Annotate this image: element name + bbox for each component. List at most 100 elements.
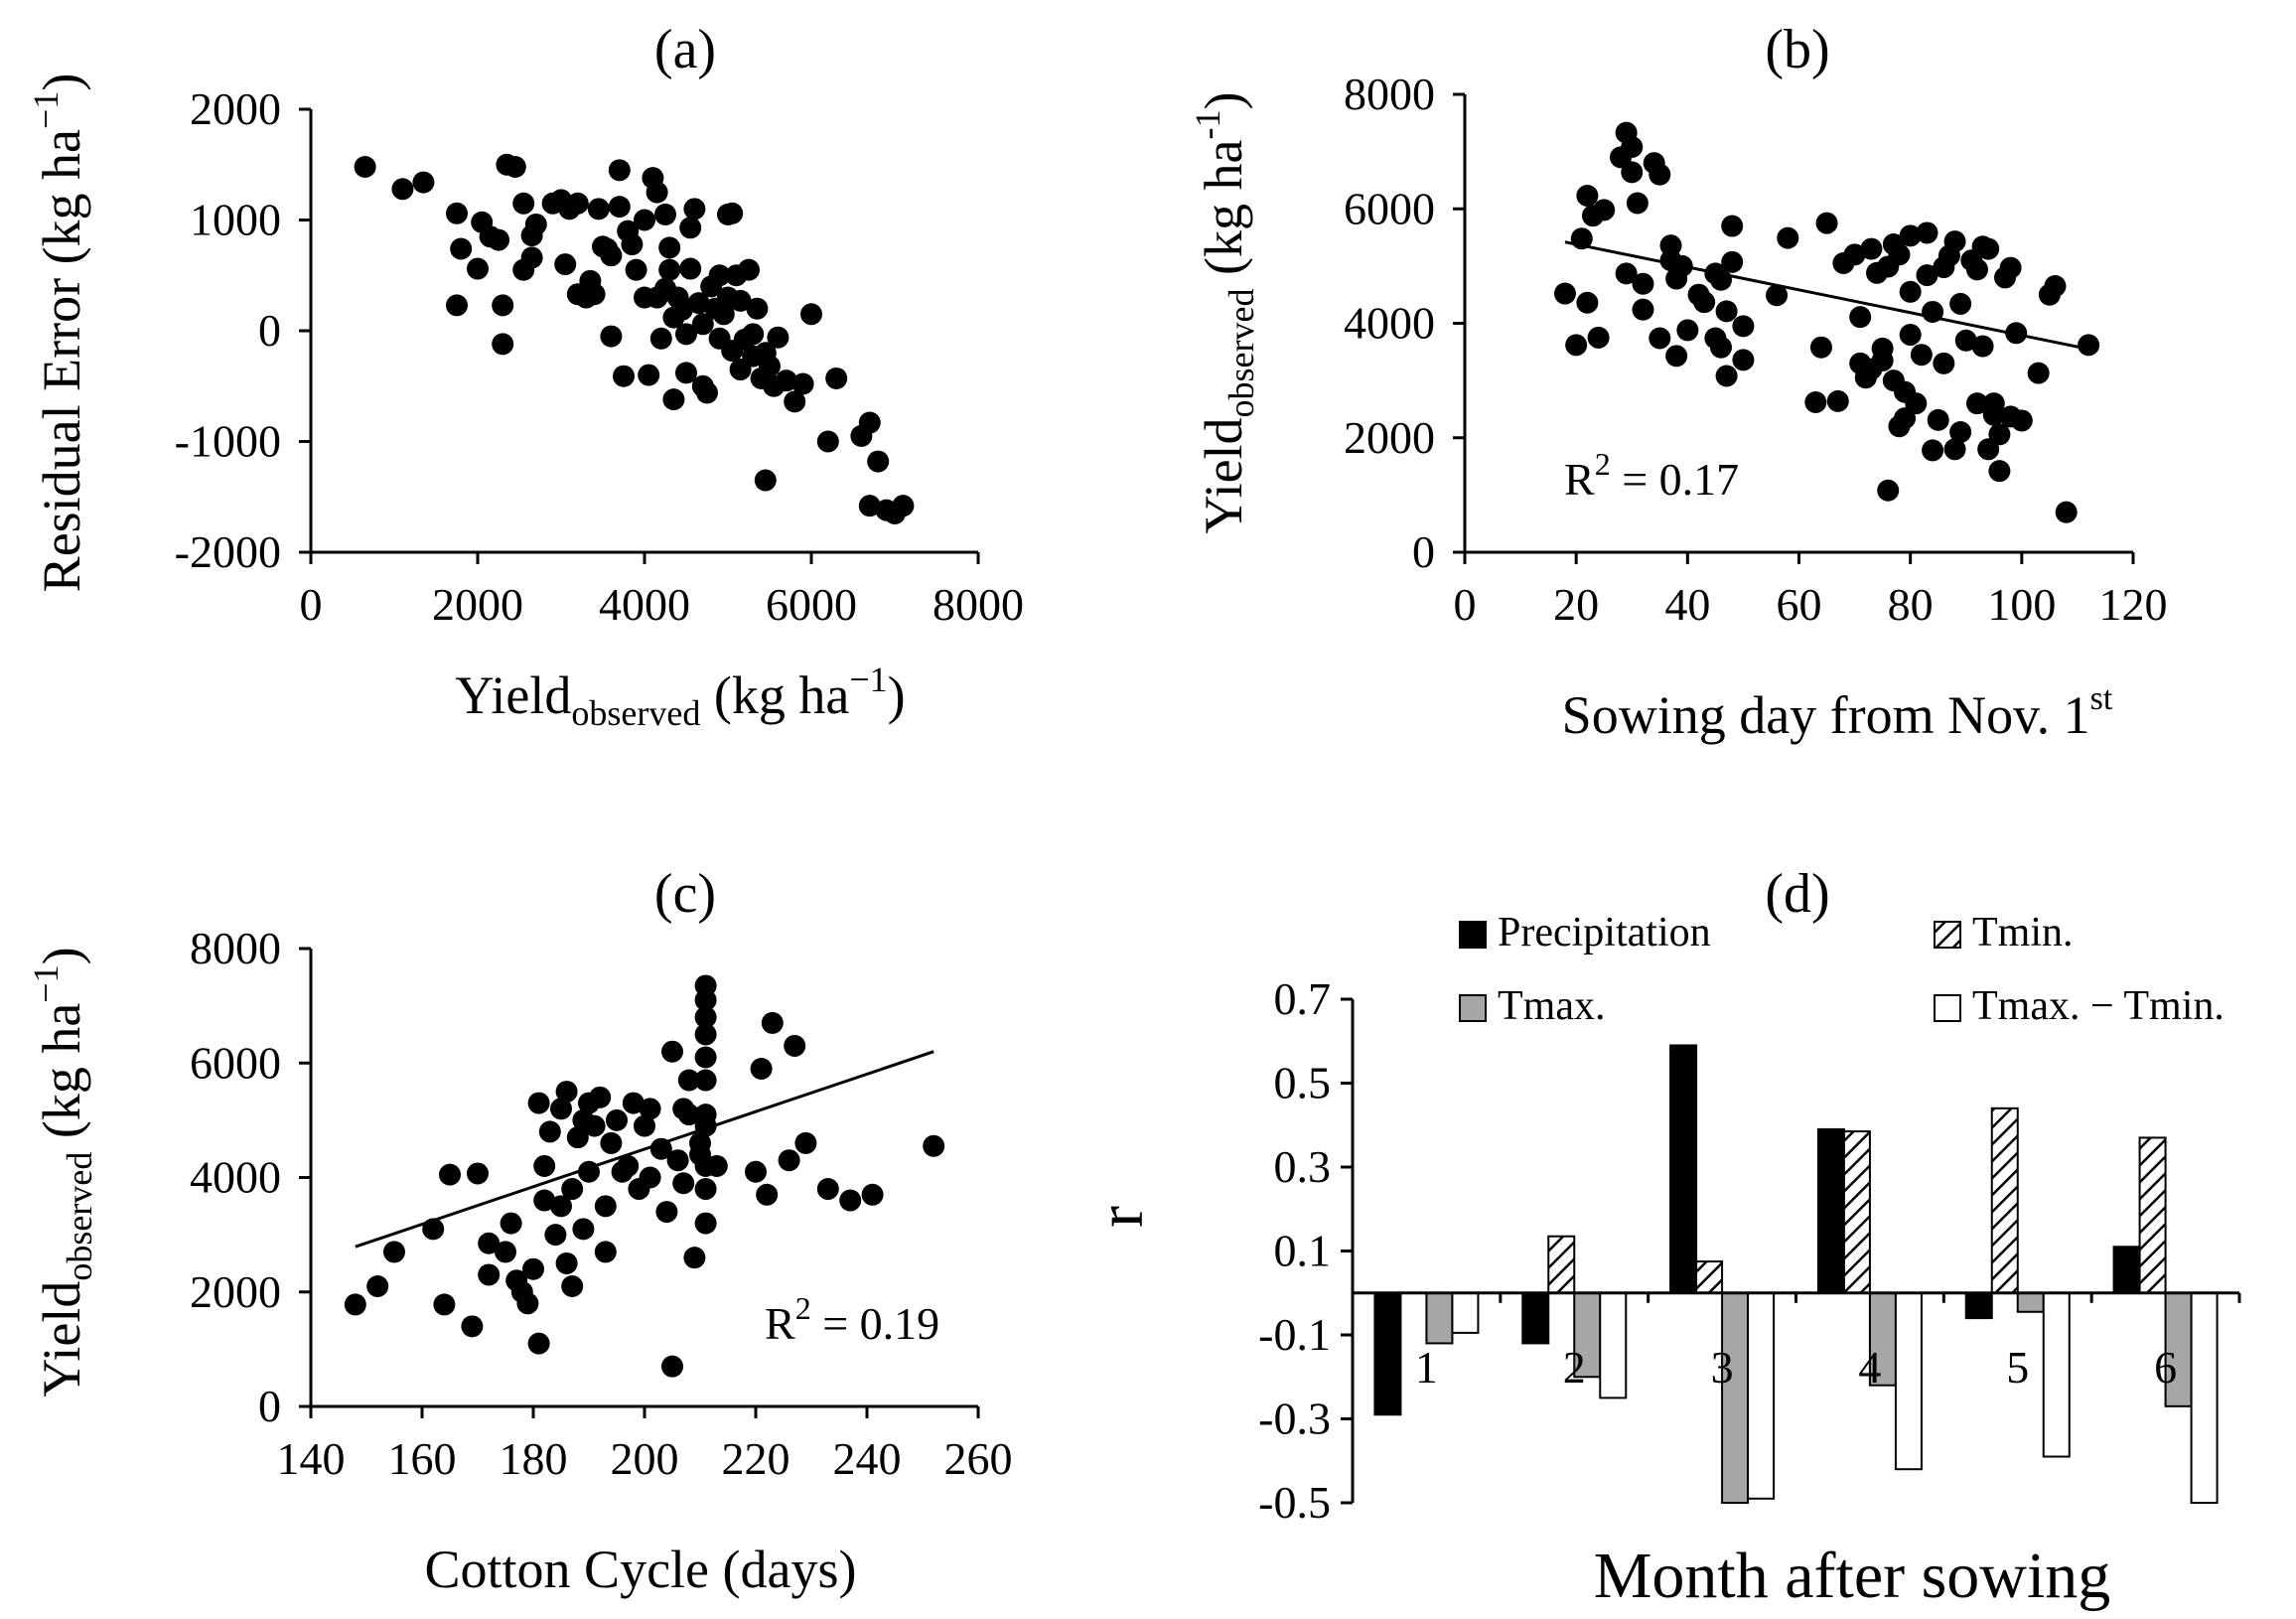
panel-d-x-category-label: 5 [2006,1342,2029,1393]
panel-c-x-tick-label: 140 [277,1433,346,1484]
panel-b-x-tick-label: 120 [2099,579,2168,630]
panel-a-xlabel-sup: −1 [849,660,887,699]
panel-d-legend: Precipitation Tmin. Tmax. Tmax. − Tmin. [1459,910,2224,1029]
panel-c-data-point [622,1092,645,1114]
panel-c-r2-value: = 0.19 [811,1298,939,1349]
legend-swatch-tmax-minus-tmin [1934,994,1961,1022]
panel-a-y-tick-label: 1000 [190,195,281,245]
bar-tmax-minus-tmin-month-6 [2190,1291,2219,1504]
panel-c-data-point [683,1247,706,1269]
panel-b-data-point [2005,322,2028,345]
panel-b-data-point [1693,291,1716,314]
panel-b-data-point [1766,284,1789,307]
panel-b-data-point [1871,337,1894,360]
panel-a-data-point [638,364,660,386]
panel-a-data-point [649,327,672,350]
panel-c-r2-label: R [765,1298,795,1349]
bar-precipitation-month-6 [2112,1246,2141,1294]
panel-c-data-point [694,1069,717,1092]
panel-c-data-point [639,1166,661,1189]
bar-tmax-month-3 [1721,1291,1750,1504]
panel-b-data-point [1877,479,1900,502]
panel-b-xlabel-sup: st [2090,680,2113,717]
panel-a-data-point [467,257,489,280]
panel-a-ylabel-close: ) [32,74,91,91]
panel-c-data-point [538,1120,561,1143]
panel-a-data-point [654,203,676,225]
panel-a-data-point [712,303,735,326]
panel-c-data-point [533,1154,556,1177]
panel-a-y-tick-label: 0 [258,305,281,356]
panel-d-y-tick-label: 0.1 [1274,1226,1332,1276]
panel-b-data-point [1899,224,1922,247]
panel-b-r2: R2 = 0.17 [1564,446,1739,505]
panel-c-data-point [839,1189,862,1212]
panel-a-data-point [634,209,655,231]
panel-b-data-point [1649,163,1671,186]
panel-b-data-point [1922,300,1944,323]
panel-c-data-point [784,1034,806,1057]
panel-b-data-point [1587,326,1610,349]
panel-c-data-point [516,1292,539,1315]
panel-c-data-point [745,1160,767,1183]
panel-a-data-point [675,362,697,384]
panel-c-data-point [533,1189,556,1212]
panel-a-y-tick-label: -2000 [175,526,281,577]
panel-b-y-tick-label: 2000 [1344,412,1435,463]
panel-a-data-point [784,390,806,413]
panel-b-data-point [1965,392,1988,415]
panel-a-data-point [683,198,706,221]
panel-b-data-point [1943,230,1966,253]
panel-c-data-point [661,1040,683,1063]
panel-a-data-point [679,217,702,239]
panel-a-data-point [566,192,589,215]
panel-b-y-tick-label: 4000 [1344,298,1435,349]
panel-c-y-tick-label: 8000 [190,923,281,973]
panel-b-data-point [1632,298,1654,321]
panel-d-y-tick-label: -0.1 [1258,1309,1331,1360]
panel-b-x-axis-label: Sowing day from Nov. 1st [1562,680,2113,745]
panel-a-x-tick-label: 0 [300,579,323,630]
panel-b-data-point [1899,324,1922,347]
panel-a-data-point [524,213,547,235]
panel-b-data-point [2027,362,2050,384]
panel-b-data-point [2010,409,2033,432]
panel-d-y-tick-label: 0.3 [1274,1141,1332,1192]
panel-c-data-point [649,1137,672,1160]
panel-b-data-point [1965,258,1988,281]
panel-b-data-point [1905,392,1928,415]
panel-a-data-point [816,430,839,453]
legend-label-tmax: Tmax. [1498,983,1605,1029]
panel-c-data-point [594,1195,617,1218]
panel-c-data-point [694,1023,717,1046]
panel-b-data-point [1709,268,1732,291]
panel-b-xlabel-main: Sowing day from Nov. 1 [1562,685,2090,745]
panel-c-data-point [527,1332,550,1355]
panel-b-data-point [1715,300,1738,323]
panel-a-x-tick-label: 8000 [933,579,1024,630]
panel-b-data-point [1988,460,2011,483]
panel-c-data-point [606,1108,628,1131]
panel-c-data-point [756,1183,779,1206]
panel-a-title: (a) [654,19,716,80]
panel-b-data-point [1809,336,1832,359]
panel-c-x-tick-label: 220 [722,1433,790,1484]
panel-c-r2-sup: 2 [795,1290,811,1326]
panel-d-x-category-label: 4 [1858,1342,1881,1393]
panel-c-data-point [694,1178,717,1201]
panel-b-data-point [1843,243,1866,266]
panel-b-data-point [1826,389,1849,412]
panel-c-data-point [422,1218,445,1241]
panel-c-data-point [694,974,717,997]
panel-a-data-point [583,283,606,306]
panel-b-data-point [1732,315,1755,338]
panel-b-ylabel-sup: -1 [1188,110,1227,140]
panel-a-data-point [742,323,765,346]
panel-c-x-tick-label: 180 [500,1433,568,1484]
panel-c-data-point [861,1183,884,1206]
panel-c-data-point [561,1274,584,1297]
panel-c-data-point [583,1114,606,1137]
panel-a-data-point [450,237,473,260]
panel-a-data-point [503,155,526,178]
panel-b-data-point [1615,262,1638,285]
